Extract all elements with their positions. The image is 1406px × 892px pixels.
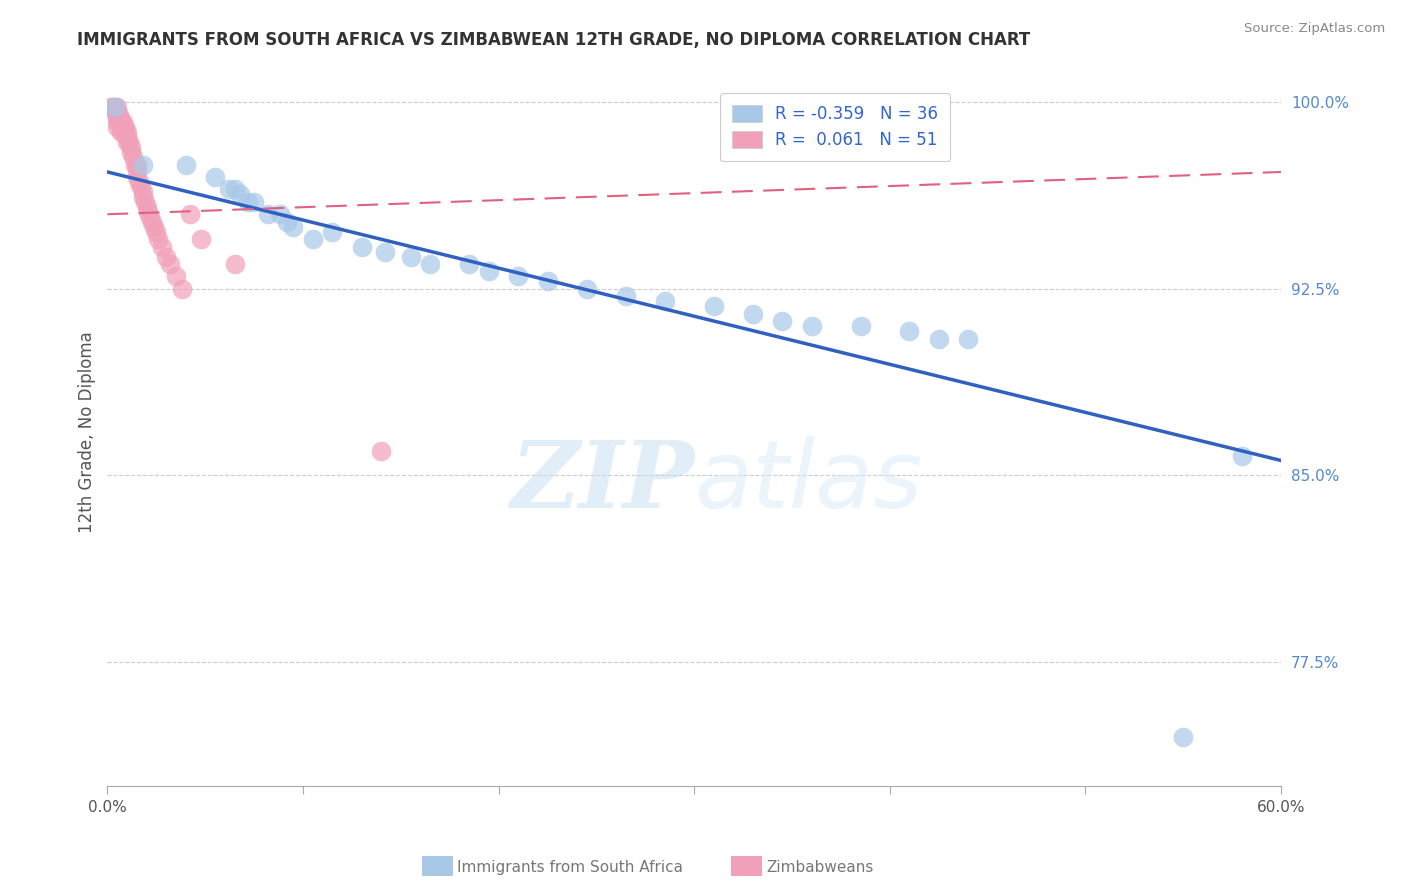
Point bbox=[105, 115, 128, 129]
Point bbox=[112, 125, 135, 139]
Point bbox=[131, 190, 153, 204]
Point bbox=[108, 115, 131, 129]
Point bbox=[103, 100, 125, 114]
Point bbox=[118, 135, 141, 149]
Point bbox=[112, 115, 135, 129]
Point bbox=[770, 314, 793, 328]
Point bbox=[256, 207, 278, 221]
Point bbox=[100, 100, 122, 114]
Text: ZIP: ZIP bbox=[510, 436, 695, 526]
Point bbox=[138, 204, 160, 219]
Point bbox=[614, 289, 637, 303]
Point bbox=[224, 182, 246, 196]
Point bbox=[131, 185, 153, 199]
Point bbox=[120, 145, 142, 159]
Point bbox=[301, 232, 323, 246]
Point bbox=[1230, 449, 1253, 463]
Point bbox=[928, 332, 950, 346]
Point bbox=[110, 112, 132, 127]
Text: IMMIGRANTS FROM SOUTH AFRICA VS ZIMBABWEAN 12TH GRADE, NO DIPLOMA CORRELATION CH: IMMIGRANTS FROM SOUTH AFRICA VS ZIMBABWE… bbox=[77, 31, 1031, 49]
Point bbox=[575, 282, 598, 296]
Point bbox=[321, 225, 343, 239]
Point bbox=[104, 100, 127, 114]
Point bbox=[105, 100, 128, 114]
Point bbox=[170, 282, 193, 296]
Point bbox=[243, 194, 266, 209]
Point bbox=[190, 232, 212, 246]
Point bbox=[179, 207, 201, 221]
Point bbox=[399, 250, 422, 264]
Point bbox=[800, 319, 823, 334]
Point bbox=[849, 319, 872, 334]
Text: Immigrants from South Africa: Immigrants from South Africa bbox=[457, 860, 683, 874]
Point bbox=[654, 294, 676, 309]
Point bbox=[957, 332, 980, 346]
Point bbox=[128, 175, 150, 189]
Point bbox=[108, 108, 131, 122]
Point bbox=[269, 207, 291, 221]
Point bbox=[370, 443, 392, 458]
Point bbox=[742, 307, 765, 321]
Point bbox=[125, 157, 148, 171]
Point bbox=[125, 169, 148, 184]
Point bbox=[105, 105, 128, 120]
Point bbox=[703, 299, 725, 313]
Point bbox=[131, 157, 153, 171]
Point bbox=[276, 215, 298, 229]
Point bbox=[134, 194, 156, 209]
Point bbox=[120, 140, 142, 154]
Point bbox=[165, 269, 187, 284]
Text: Source: ZipAtlas.com: Source: ZipAtlas.com bbox=[1244, 22, 1385, 36]
Y-axis label: 12th Grade, No Diploma: 12th Grade, No Diploma bbox=[79, 331, 96, 533]
Text: atlas: atlas bbox=[695, 436, 922, 527]
Legend: R = -0.359   N = 36, R =  0.061   N = 51: R = -0.359 N = 36, R = 0.061 N = 51 bbox=[720, 93, 950, 161]
Point bbox=[174, 157, 197, 171]
Point bbox=[105, 110, 128, 124]
Point bbox=[124, 157, 146, 171]
Point bbox=[112, 120, 135, 135]
Point bbox=[150, 239, 173, 253]
Point bbox=[121, 150, 143, 164]
Point bbox=[114, 125, 136, 139]
Point bbox=[115, 135, 138, 149]
Point bbox=[419, 257, 441, 271]
Point bbox=[139, 210, 162, 224]
Point bbox=[204, 169, 226, 184]
Point bbox=[229, 187, 252, 202]
Point bbox=[898, 324, 921, 338]
Point bbox=[458, 257, 481, 271]
Point bbox=[115, 125, 138, 139]
Point bbox=[1173, 730, 1195, 744]
Point bbox=[135, 200, 157, 214]
Point bbox=[218, 182, 240, 196]
Point bbox=[283, 219, 305, 234]
Point bbox=[129, 180, 152, 194]
Point bbox=[115, 130, 138, 145]
Point bbox=[508, 269, 530, 284]
Point bbox=[110, 120, 132, 135]
Point bbox=[145, 225, 167, 239]
Point bbox=[374, 244, 396, 259]
Point bbox=[159, 257, 181, 271]
Point bbox=[536, 274, 558, 288]
Point bbox=[141, 215, 163, 229]
Point bbox=[110, 125, 132, 139]
Point bbox=[238, 194, 260, 209]
Point bbox=[350, 239, 373, 253]
Point bbox=[478, 264, 501, 278]
Point bbox=[125, 162, 148, 177]
Point bbox=[105, 120, 128, 135]
Point bbox=[143, 219, 166, 234]
Point bbox=[155, 250, 177, 264]
Point bbox=[104, 105, 127, 120]
Text: Zimbabweans: Zimbabweans bbox=[766, 860, 873, 874]
Point bbox=[114, 120, 136, 135]
Point bbox=[104, 100, 127, 114]
Point bbox=[224, 257, 246, 271]
Point bbox=[148, 232, 170, 246]
